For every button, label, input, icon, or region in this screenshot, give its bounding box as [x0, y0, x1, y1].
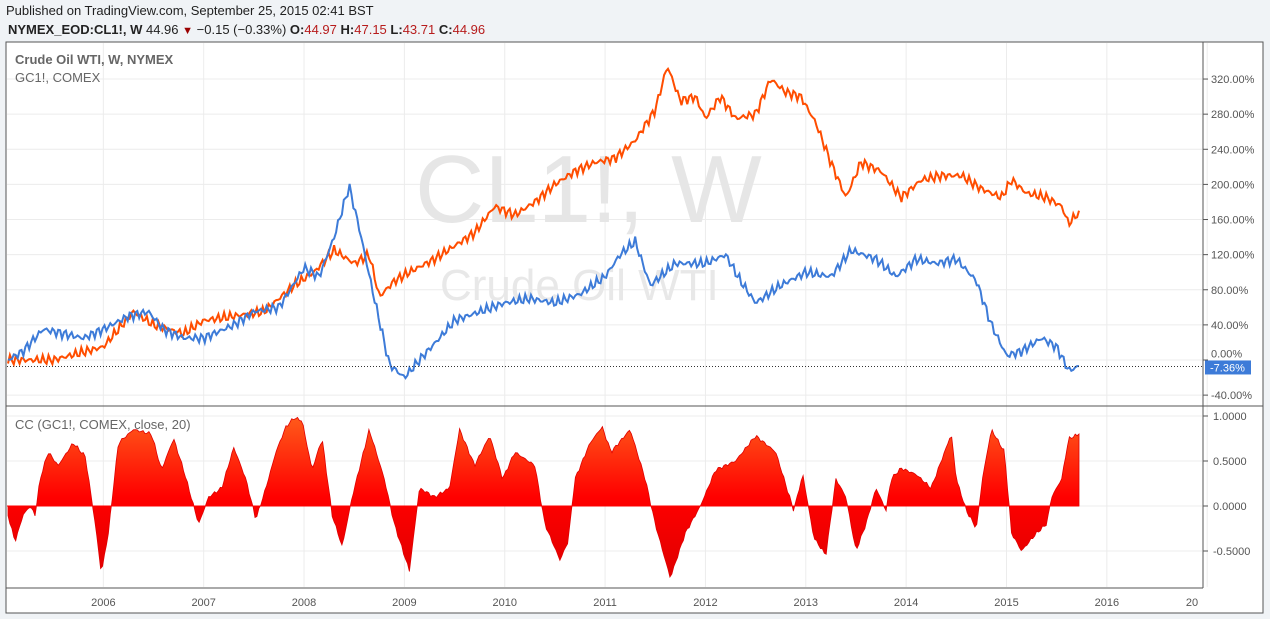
y-tick-label: 240.00%: [1211, 144, 1255, 156]
cc-y-tick-label: 0.5000: [1213, 456, 1247, 468]
symbol-header: NYMEX_EOD:CL1!, W 44.96 ▼ −0.15 (−0.33%)…: [8, 22, 485, 37]
y-tick-label: 280.00%: [1211, 109, 1255, 121]
down-triangle-icon: ▼: [182, 25, 194, 37]
y-tick-label: 120.00%: [1211, 250, 1255, 262]
price-change: −0.15 (−0.33%): [196, 22, 287, 37]
cc-y-tick-label: 1.0000: [1213, 411, 1247, 423]
y-tick-label: 80.00%: [1211, 285, 1249, 297]
x-tick-label: 2009: [392, 597, 416, 609]
series-line-crude: [7, 66, 1080, 368]
last-value-badge: [1205, 360, 1251, 375]
close-value: 44.96: [452, 22, 486, 37]
cc-y-tick-label: 0.0000: [1213, 501, 1247, 513]
watermark: CL1!, W: [415, 136, 762, 243]
x-tick-label: 2006: [91, 597, 115, 609]
symbol-name: NYMEX_EOD:CL1!, W: [8, 22, 143, 37]
compare-series-title: GC1!, COMEX: [15, 70, 101, 85]
x-tick-label: 20: [1186, 597, 1198, 609]
chart-frame: [5, 41, 1264, 614]
cc-pane[interactable]: [7, 416, 1080, 578]
y-tick-label: 40.00%: [1211, 320, 1249, 332]
y-tick-label: 320.00%: [1211, 74, 1255, 86]
axes[interactable]: 2006 2007 2008 2009 2010 2011 2012 2013 2014 2015…: [91, 74, 1255, 609]
x-tick-label: 2013: [794, 597, 818, 609]
x-tick-label: 2016: [1095, 597, 1119, 609]
cc-indicator-title: CC (GC1!, COMEX, close, 20): [15, 417, 191, 432]
y-tick-label: -40.00%: [1211, 390, 1252, 402]
y-tick-label: 160.00%: [1211, 215, 1255, 227]
x-tick-label: 2007: [191, 597, 215, 609]
cc-y-tick-label: -0.5000: [1213, 546, 1250, 558]
main-pane[interactable]: [7, 66, 1203, 380]
watermark-subtitle: Crude Oil WTI: [440, 261, 719, 310]
y-tick-label: 0.00%: [1211, 348, 1242, 360]
open-label: O:: [289, 22, 305, 37]
x-tick-label: 2012: [693, 597, 717, 609]
main-series-title: Crude Oil WTI, W, NYMEX: [15, 52, 174, 67]
last-value-label: -7.36%: [1210, 362, 1245, 374]
x-tick-label: 2015: [994, 597, 1018, 609]
low-value: 43.71: [402, 22, 436, 37]
high-value: 47.15: [354, 22, 387, 37]
x-tick-label: 2011: [593, 597, 617, 609]
low-label: L:: [390, 22, 403, 37]
high-label: H:: [340, 22, 355, 37]
published-caption: Published on TradingView.com, September …: [6, 3, 374, 18]
x-tick-label: 2008: [292, 597, 316, 609]
series-line-gold: [7, 183, 1079, 380]
last-price: 44.96: [145, 22, 179, 37]
x-tick-label: 2014: [894, 597, 918, 609]
cc-area: [7, 416, 1080, 578]
open-value: 44.97: [304, 22, 337, 37]
close-label: C:: [438, 22, 453, 37]
x-tick-label: 2010: [492, 597, 516, 609]
y-tick-label: 200.00%: [1211, 179, 1255, 191]
